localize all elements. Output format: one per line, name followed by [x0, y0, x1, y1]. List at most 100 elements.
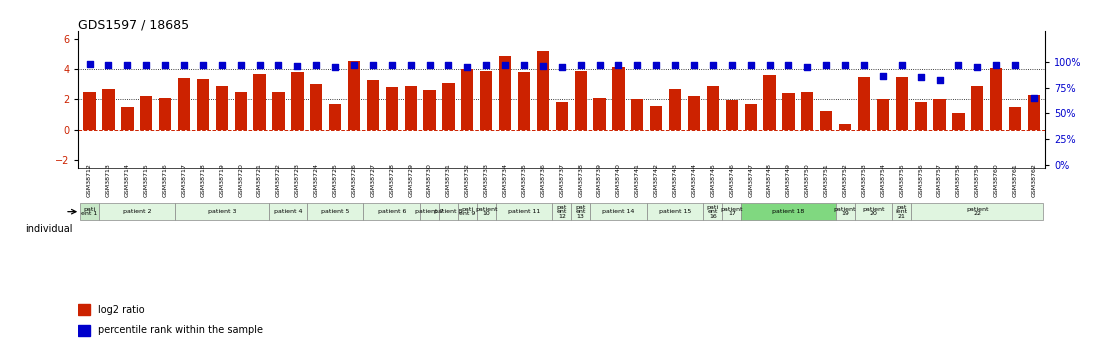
- Text: GSM38746: GSM38746: [729, 163, 735, 197]
- Text: GSM38751: GSM38751: [824, 163, 828, 197]
- Text: GSM38719: GSM38719: [219, 163, 225, 197]
- Text: percentile rank within the sample: percentile rank within the sample: [98, 325, 264, 335]
- Point: [704, 62, 722, 68]
- Point: [269, 62, 287, 68]
- Bar: [745, 104, 757, 130]
- Bar: [386, 87, 398, 130]
- Point: [741, 62, 759, 68]
- Text: GSM38755: GSM38755: [899, 163, 904, 197]
- Text: pat
ient
21: pat ient 21: [896, 205, 908, 219]
- Bar: [462, 69, 474, 130]
- Text: patient 3: patient 3: [208, 209, 236, 214]
- Point: [231, 62, 249, 68]
- Bar: [741, 203, 835, 220]
- Point: [515, 62, 533, 68]
- Bar: [590, 203, 647, 220]
- Bar: [783, 93, 795, 130]
- Bar: [571, 203, 590, 220]
- Text: GSM38760: GSM38760: [994, 163, 998, 197]
- Text: patient 2: patient 2: [123, 209, 151, 214]
- Point: [647, 62, 665, 68]
- Bar: [953, 113, 965, 130]
- Bar: [140, 96, 152, 130]
- Bar: [178, 78, 190, 130]
- Point: [100, 62, 117, 68]
- Point: [817, 62, 835, 68]
- Bar: [722, 203, 741, 220]
- Text: patient 6: patient 6: [378, 209, 406, 214]
- Bar: [703, 203, 722, 220]
- Text: GSM38716: GSM38716: [162, 163, 168, 197]
- Bar: [216, 86, 228, 130]
- Bar: [269, 203, 306, 220]
- Text: GSM38725: GSM38725: [333, 163, 338, 197]
- Bar: [121, 107, 133, 130]
- Bar: [556, 102, 568, 130]
- Point: [949, 62, 967, 68]
- Bar: [197, 79, 209, 130]
- Point: [420, 62, 438, 68]
- Point: [288, 63, 306, 69]
- Text: pat
ent
13: pat ent 13: [576, 205, 586, 219]
- Point: [666, 62, 684, 68]
- Point: [911, 75, 929, 80]
- Bar: [306, 203, 363, 220]
- Bar: [367, 80, 379, 130]
- Text: GSM38750: GSM38750: [805, 163, 809, 197]
- Bar: [877, 99, 889, 130]
- Bar: [858, 77, 870, 130]
- Point: [553, 64, 571, 70]
- Point: [401, 62, 419, 68]
- Text: patient 15: patient 15: [659, 209, 691, 214]
- Point: [119, 62, 136, 68]
- Point: [477, 62, 495, 68]
- Bar: [838, 125, 851, 130]
- Text: patient 4: patient 4: [274, 209, 302, 214]
- Bar: [291, 72, 303, 130]
- Bar: [103, 89, 115, 130]
- Text: GSM38757: GSM38757: [937, 163, 942, 197]
- Text: GSM38754: GSM38754: [880, 163, 885, 197]
- Text: GDS1597 / 18685: GDS1597 / 18685: [78, 18, 189, 31]
- Text: GSM38724: GSM38724: [314, 162, 319, 197]
- Bar: [78, 325, 89, 336]
- Bar: [348, 61, 360, 130]
- Point: [571, 62, 589, 68]
- Text: GSM38761: GSM38761: [1013, 163, 1017, 197]
- Text: log2 ratio: log2 ratio: [98, 305, 145, 315]
- Bar: [1008, 107, 1021, 130]
- Bar: [575, 71, 587, 130]
- Text: GSM38740: GSM38740: [616, 163, 620, 197]
- Bar: [363, 203, 420, 220]
- Text: GSM38752: GSM38752: [843, 163, 847, 197]
- Point: [250, 62, 268, 68]
- Text: GSM38718: GSM38718: [200, 163, 206, 197]
- Text: GSM38736: GSM38736: [540, 163, 546, 197]
- Text: GSM38753: GSM38753: [862, 163, 866, 197]
- Bar: [650, 106, 662, 130]
- Bar: [420, 203, 439, 220]
- Text: GSM38737: GSM38737: [559, 162, 565, 197]
- Text: GSM38712: GSM38712: [87, 163, 92, 197]
- Bar: [632, 99, 644, 130]
- Text: GSM38739: GSM38739: [597, 162, 603, 197]
- Text: patient 18: patient 18: [773, 209, 805, 214]
- Text: GSM38730: GSM38730: [427, 163, 432, 197]
- Bar: [934, 99, 946, 130]
- Point: [987, 62, 1005, 68]
- Text: GSM38756: GSM38756: [918, 163, 923, 197]
- Text: GSM38749: GSM38749: [786, 162, 790, 197]
- Point: [798, 64, 816, 70]
- Bar: [80, 203, 100, 220]
- Text: GSM38742: GSM38742: [654, 162, 659, 197]
- Text: GSM38762: GSM38762: [1032, 163, 1036, 197]
- Point: [874, 73, 892, 79]
- Text: GSM38714: GSM38714: [125, 163, 130, 197]
- Point: [496, 62, 514, 68]
- Bar: [915, 102, 927, 130]
- Bar: [405, 87, 417, 130]
- Text: patient 5: patient 5: [321, 209, 349, 214]
- Bar: [159, 98, 171, 130]
- Text: GSM38723: GSM38723: [295, 162, 300, 197]
- Text: patient 7: patient 7: [415, 209, 444, 214]
